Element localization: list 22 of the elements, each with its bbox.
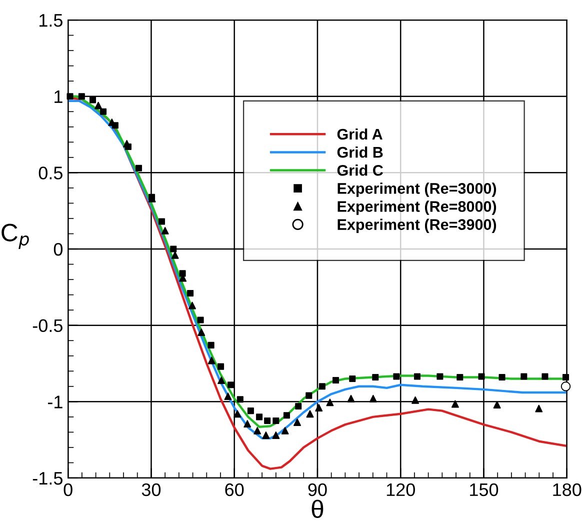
y-tick-label: -0.5 — [32, 319, 62, 332]
legend-label: Grid B — [337, 146, 383, 158]
x-tick-label: 90 — [308, 483, 327, 496]
x-tick-label: 60 — [225, 483, 244, 496]
x-tick-label: 0 — [64, 483, 72, 496]
x-tick-label: 150 — [470, 483, 498, 496]
x-axis-title: θ — [312, 500, 324, 518]
y-tick-label: 0.5 — [38, 166, 62, 180]
x-tick-label: 30 — [142, 483, 161, 496]
legend-label: Experiment (Re=3000) — [338, 182, 496, 197]
y-tick-label: -1 — [48, 396, 62, 408]
legend-label: Grid C — [337, 164, 384, 176]
y-tick-label: 1 — [54, 90, 62, 103]
legend-label: Grid A — [337, 128, 382, 140]
x-tick-label: 120 — [386, 483, 415, 496]
x-tick-label: 180 — [553, 483, 582, 496]
y-tick-label: 1.5 — [40, 14, 62, 27]
legend-label: Experiment (Re=3900) — [338, 218, 496, 233]
y-axis-title: C$_{p}$ — [2, 224, 29, 249]
y-tick-label: 0 — [54, 242, 63, 256]
legend-label: Experiment (Re=8000) — [338, 200, 496, 215]
y-tick-label: -1.5 — [32, 472, 62, 485]
